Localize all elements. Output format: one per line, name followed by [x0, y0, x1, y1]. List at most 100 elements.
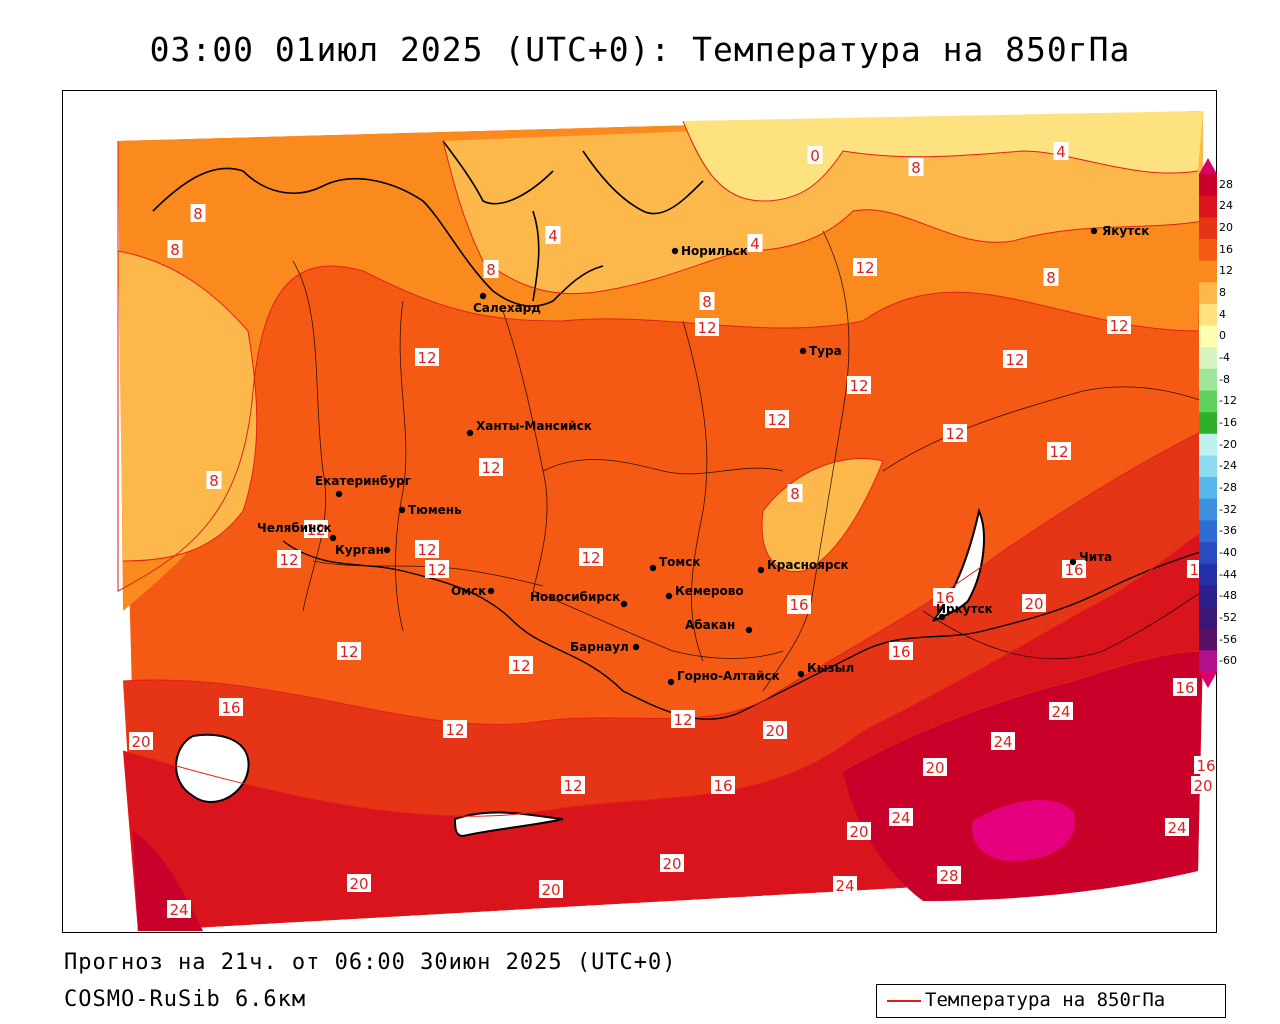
isotherm-label: 12	[1003, 350, 1027, 369]
isotherm-label: 12	[425, 560, 449, 579]
city-marker: Красноярск	[757, 558, 849, 574]
city-dot	[487, 587, 495, 595]
isotherm-label-bg	[425, 560, 449, 578]
city-marker: Челябинск	[257, 521, 337, 542]
legend-label: Температура на 850гПа	[925, 989, 1166, 1011]
city-dot	[667, 678, 675, 686]
city-name: Омск	[451, 584, 486, 598]
colorbar-cell	[1199, 498, 1217, 521]
isotherm-label: 16	[933, 588, 957, 607]
colorbar-tick-label: -12	[1219, 394, 1237, 408]
isotherm-label-text: 4	[548, 227, 558, 245]
isotherm-label: 12	[695, 318, 719, 337]
isotherm-label-text: 28	[939, 867, 958, 885]
forecast-info: Прогноз на 21ч. от 06:00 30июн 2025 (UTC…	[64, 950, 677, 975]
isotherm-label-text: 12	[1005, 351, 1024, 369]
colorbar-tick-label: 4	[1219, 307, 1226, 321]
colorbar-tick-label: -8	[1219, 372, 1230, 386]
city-name: Новосибирск	[530, 590, 620, 604]
city-marker: Кемерово	[665, 584, 744, 600]
isotherm-label: 20	[347, 874, 371, 893]
city-name: Тюмень	[408, 503, 462, 517]
isotherm-label-text: 12	[855, 259, 874, 277]
city-dot	[649, 564, 657, 572]
isotherm-label-bg	[787, 484, 803, 502]
isotherm-label-text: 12	[581, 549, 600, 567]
isotherm-label: 24	[1165, 818, 1189, 837]
city-name: Курган	[335, 543, 384, 557]
isotherm-label: 16	[711, 776, 735, 795]
isotherm-label-text: 20	[349, 875, 368, 893]
isotherm-label-text: 12	[697, 319, 716, 337]
colorbar-cell	[1199, 542, 1217, 565]
isotherm-label-bg	[1191, 776, 1215, 794]
isotherm-label-text: 12	[511, 657, 530, 675]
isotherm-label: 12	[943, 424, 967, 443]
isotherm-label: 4	[1053, 142, 1069, 161]
isotherm-label-bg	[695, 318, 719, 336]
isotherm-label-bg	[1107, 316, 1131, 334]
isotherm-label-bg	[304, 520, 328, 538]
city-marker: Омск	[451, 584, 495, 598]
colorbar-tick-label: -40	[1219, 545, 1237, 559]
isotherm-label-bg	[908, 158, 924, 176]
isotherm-label-bg	[933, 588, 957, 606]
isotherm-label-bg	[660, 854, 684, 872]
isotherm-label-bg	[671, 710, 695, 728]
isotherm-label: 20	[660, 854, 684, 873]
isotherm-label-bg	[699, 292, 715, 310]
colorbar-cell	[1199, 303, 1217, 327]
isotherm-label-bg	[847, 822, 871, 840]
baikal-lake	[932, 507, 985, 622]
isotherm-label-text: 4	[750, 235, 760, 253]
colorbar-bottom-arrow	[1199, 672, 1217, 688]
isotherm-label: 12	[1107, 316, 1131, 335]
isotherm-label: 16	[787, 595, 811, 614]
isotherm-label-bg	[415, 540, 439, 558]
isotherm-label-text: 24	[169, 901, 188, 919]
isotherm-label: 8	[206, 471, 222, 490]
isotherm-label-text: 20	[925, 759, 944, 777]
legend: Температура на 850гПа	[876, 984, 1226, 1018]
isotherm-label-bg	[889, 808, 913, 826]
colorbar-cell	[1199, 390, 1217, 413]
temperature-map: 0 4 4 4 8 8 8 8 8 8 8 8 12 12 12 12 12 12 12 12 12 12 12 12 12 12…	[62, 90, 1217, 933]
colorbar-tick-label: 20	[1219, 221, 1233, 235]
city-marker: Иркутск	[936, 602, 993, 621]
isotherm-label-bg	[1047, 442, 1071, 460]
city-marker: Ханты-Мансийск	[466, 419, 592, 437]
isotherm-label-text: 12	[445, 721, 464, 739]
city-dot	[1069, 558, 1077, 566]
city-dot	[479, 292, 487, 300]
aral-sea	[175, 733, 250, 803]
isotherm-label-bg	[991, 732, 1015, 750]
model-name: COSMO-RuSib 6.6км	[64, 987, 307, 1012]
colorbar-cell	[1199, 455, 1217, 478]
city-marker: Чита	[1069, 550, 1112, 566]
isotherm-label: 16	[219, 698, 243, 717]
isotherm-label: 12	[1047, 442, 1071, 461]
isotherm-label: 12	[765, 410, 789, 429]
city-name: Кемерово	[675, 584, 744, 598]
isotherm-label-bg	[807, 146, 823, 164]
colorbar-cell	[1199, 347, 1217, 370]
colorbar-cell	[1199, 217, 1217, 240]
colorbar	[1199, 158, 1217, 688]
isotherm-label-bg	[483, 260, 499, 278]
isotherm-label-text: 8	[193, 205, 203, 223]
isotherm-label-bg	[1165, 818, 1189, 836]
city-marker: Горно-Алтайск	[667, 669, 780, 686]
city-dot	[799, 347, 807, 355]
isotherm-label: 20	[129, 732, 153, 751]
zone-4-west	[118, 251, 257, 561]
legend-line-swatch	[887, 1000, 921, 1002]
colorbar-cell	[1199, 282, 1217, 305]
city-name: Ханты-Мансийск	[476, 419, 592, 433]
city-marker: Норильск	[671, 244, 748, 258]
city-dot	[466, 429, 474, 437]
city-name: Абакан	[685, 618, 735, 632]
isotherm-label-bg	[787, 595, 811, 613]
colorbar-tick-label: -60	[1219, 654, 1237, 668]
isotherm-label-bg	[763, 721, 787, 739]
isotherm-label: 20	[923, 758, 947, 777]
